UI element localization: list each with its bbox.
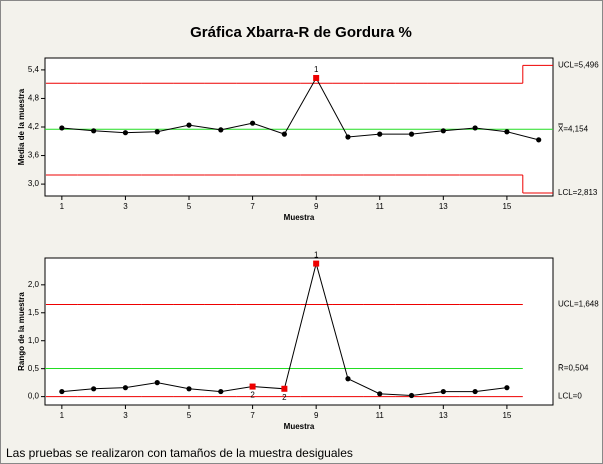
y-tick-label: 0,5 (28, 364, 40, 373)
y-tick-label: 5,4 (28, 65, 40, 74)
point (440, 128, 446, 134)
x-tick-label: 3 (123, 202, 128, 211)
point (345, 134, 351, 140)
center-label: X̿=4,154 (558, 124, 589, 133)
y-tick-label: 3,0 (28, 179, 40, 188)
flag-label: 2 (282, 393, 287, 402)
y-tick-label: 0,0 (28, 392, 40, 401)
chart-title: Gráfica Xbarra-R de Gordura % (190, 24, 412, 41)
footer: Las pruebas se realizaron con tamaños de… (6, 446, 353, 460)
y-axis-label: Rango de la muestra (17, 292, 26, 371)
point (504, 129, 510, 135)
x-tick-label: 11 (376, 202, 385, 211)
data-line (61, 76, 539, 141)
x-tick-label: 7 (250, 411, 255, 420)
point (186, 386, 192, 392)
flagged-point (281, 385, 288, 392)
x-tick-label: 9 (314, 202, 319, 211)
point (154, 129, 160, 135)
ucl-label: UCL=1,648 (558, 300, 599, 309)
x-tick-label: 11 (376, 411, 385, 420)
flagged-point (313, 74, 320, 81)
lcl-label: LCL=2,813 (558, 188, 598, 197)
flagged-point (249, 383, 256, 390)
x-tick-label: 5 (187, 202, 192, 211)
point (377, 131, 383, 137)
point (472, 125, 478, 131)
x-tick-label: 7 (250, 202, 255, 211)
point (440, 388, 446, 395)
flag-label: 1 (314, 251, 319, 260)
point (91, 386, 97, 392)
x-tick-label: 13 (439, 202, 448, 211)
x-tick-label: 1 (60, 411, 65, 420)
x-tick-label: 15 (502, 411, 511, 420)
point (59, 388, 65, 395)
point (472, 388, 478, 395)
point (154, 380, 160, 386)
point (345, 376, 351, 382)
x-tick-label: 9 (314, 411, 319, 420)
x-axis-label: Muestra (284, 422, 315, 431)
y-axis-label: Media de la muestra (17, 88, 26, 165)
point (186, 122, 192, 128)
point (281, 131, 287, 137)
flag-label: 1 (314, 65, 319, 74)
point (122, 130, 129, 136)
y-tick-label: 3,6 (28, 151, 40, 160)
y-tick-label: 4,8 (28, 94, 40, 103)
point (122, 385, 129, 391)
y-tick-label: 1,5 (28, 308, 40, 317)
lcl-label: LCL=0 (558, 392, 582, 401)
x-tick-label: 1 (60, 202, 65, 211)
flagged-point (313, 260, 320, 267)
ucl-label: UCL=5,496 (558, 60, 599, 69)
point (218, 127, 224, 133)
point (218, 388, 224, 395)
point (59, 125, 65, 131)
point (91, 128, 97, 134)
x-axis-label: Muestra (284, 213, 315, 222)
x-tick-label: 15 (502, 202, 511, 211)
x-tick-label: 13 (439, 411, 448, 420)
plot-area (44, 57, 554, 197)
y-tick-label: 4,2 (28, 122, 40, 131)
y-tick-label: 2,0 (28, 280, 40, 289)
y-tick-label: 1,0 (28, 336, 40, 345)
point (536, 137, 542, 143)
flag-label: 2 (250, 391, 255, 400)
center-label: R̄=0,504 (558, 364, 589, 373)
point (249, 120, 256, 126)
point (504, 385, 510, 391)
point (408, 392, 415, 399)
x-tick-label: 5 (187, 411, 192, 420)
x-tick-label: 3 (123, 411, 128, 420)
point (377, 391, 383, 397)
point (408, 131, 415, 137)
